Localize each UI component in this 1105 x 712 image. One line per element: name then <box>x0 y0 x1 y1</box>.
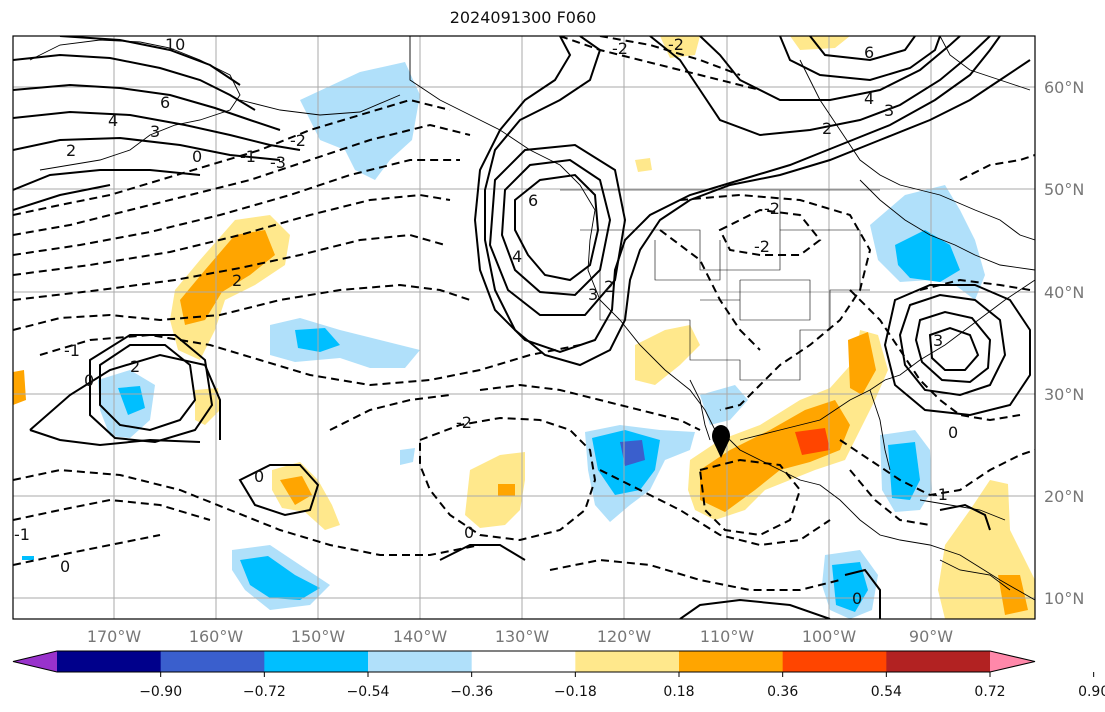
lon-label: 130°W <box>495 627 550 646</box>
contour-label: 0 <box>948 423 958 442</box>
colorbar: −0.90 −0.72 −0.54 −0.36 −0.18 0.18 0.36 0.54 0.7… <box>12 650 1105 700</box>
contour-label: 2 <box>604 277 614 296</box>
lon-label: 110°W <box>700 627 755 646</box>
contour-label: -1 <box>240 147 256 166</box>
colorbar-segment <box>368 651 473 672</box>
contour-label: -3 <box>270 153 286 172</box>
lat-label: 20°N <box>1044 487 1084 506</box>
colorbar-segment <box>471 651 576 672</box>
graticule <box>13 36 1035 619</box>
colorbar-segment <box>782 651 887 672</box>
colorbar-segment <box>264 651 369 672</box>
positive-contours <box>13 36 1031 619</box>
colorbar-tick-label: 0.36 <box>767 684 798 700</box>
lat-label: 10°N <box>1044 589 1084 608</box>
colorbar-segment <box>57 651 162 672</box>
lon-label: 140°W <box>393 627 448 646</box>
lat-label: 30°N <box>1044 385 1084 404</box>
contour-label: -1 <box>64 341 80 360</box>
contour-label: 3 <box>588 285 598 304</box>
lon-label: 120°W <box>597 627 652 646</box>
contour-label: 6 <box>864 43 874 62</box>
lat-label: 60°N <box>1044 78 1084 97</box>
contour-label: 0 <box>84 371 94 390</box>
colorbar-extend-low <box>13 651 57 672</box>
contour-label: -2 <box>290 131 306 150</box>
contour-label: 0 <box>60 557 70 576</box>
contour-label: 4 <box>512 247 522 266</box>
colorbar-segment <box>886 651 991 672</box>
negative-anomaly-fill <box>22 62 985 619</box>
lon-label: 170°W <box>87 627 142 646</box>
colorbar-outline <box>12 650 1036 673</box>
colorbar-tick-label: −0.90 <box>139 684 182 700</box>
map-title: 2024091300 F060 <box>449 8 597 27</box>
contour-label: 6 <box>160 93 170 112</box>
colorbar-tick-label: 0.72 <box>974 684 1005 700</box>
lon-label: 100°W <box>802 627 857 646</box>
contour-label: 0 <box>192 147 202 166</box>
lat-label: 40°N <box>1044 283 1084 302</box>
lat-label: 50°N <box>1044 180 1084 199</box>
contour-label: -2 <box>456 413 472 432</box>
negative-contours <box>13 36 1035 591</box>
contour-labels: 10 6 4 3 2 -1 0 -2 -3 2 6 4 3 2 -2 -2 6 … <box>14 35 958 608</box>
contour-label: 2 <box>822 119 832 138</box>
contour-label: 3 <box>150 122 160 141</box>
contour-label: 6 <box>528 191 538 210</box>
colorbar-segment <box>575 651 680 672</box>
longitude-labels: 170°W 160°W 150°W 140°W 130°W 120°W 110°… <box>87 627 953 646</box>
colorbar-tick-label: 0.18 <box>663 684 694 700</box>
contour-label: -2 <box>668 35 684 54</box>
contour-label: 2 <box>130 357 140 376</box>
contour-label: 3 <box>884 101 894 120</box>
colorbar-segment <box>679 651 784 672</box>
lon-label: 150°W <box>291 627 346 646</box>
contour-label: -2 <box>612 39 628 58</box>
contour-label: 2 <box>66 141 76 160</box>
colorbar-extend-high <box>990 651 1035 672</box>
contour-label: -1 <box>932 485 948 504</box>
colorbar-tick-label: 0.90 <box>1078 684 1105 700</box>
contour-label: -2 <box>754 237 770 256</box>
contour-label: -1 <box>14 525 30 544</box>
map-frame <box>12 35 1036 620</box>
lon-label: 90°W <box>909 627 953 646</box>
contour-label: 4 <box>108 111 118 130</box>
contour-label: 2 <box>232 271 242 290</box>
lon-label: 160°W <box>189 627 244 646</box>
colorbar-tick-label: −0.72 <box>243 684 286 700</box>
contour-label: -2 <box>764 199 780 218</box>
colorbar-tick-label: 0.54 <box>871 684 902 700</box>
colorbar-tick-label: −0.18 <box>554 684 597 700</box>
colorbar-tick-label: −0.36 <box>450 684 493 700</box>
latitude-labels: 60°N 50°N 40°N 30°N 20°N 10°N <box>1044 78 1084 608</box>
location-marker <box>712 425 730 458</box>
contour-label: 3 <box>933 331 943 350</box>
contour-label: 0 <box>254 467 264 486</box>
contour-label: 4 <box>864 89 874 108</box>
colorbar-tick-label: −0.54 <box>347 684 390 700</box>
colorbar-segment <box>160 651 265 672</box>
contour-label: 10 <box>165 35 185 54</box>
contour-label: 0 <box>464 523 474 542</box>
contour-label: 0 <box>852 589 862 608</box>
